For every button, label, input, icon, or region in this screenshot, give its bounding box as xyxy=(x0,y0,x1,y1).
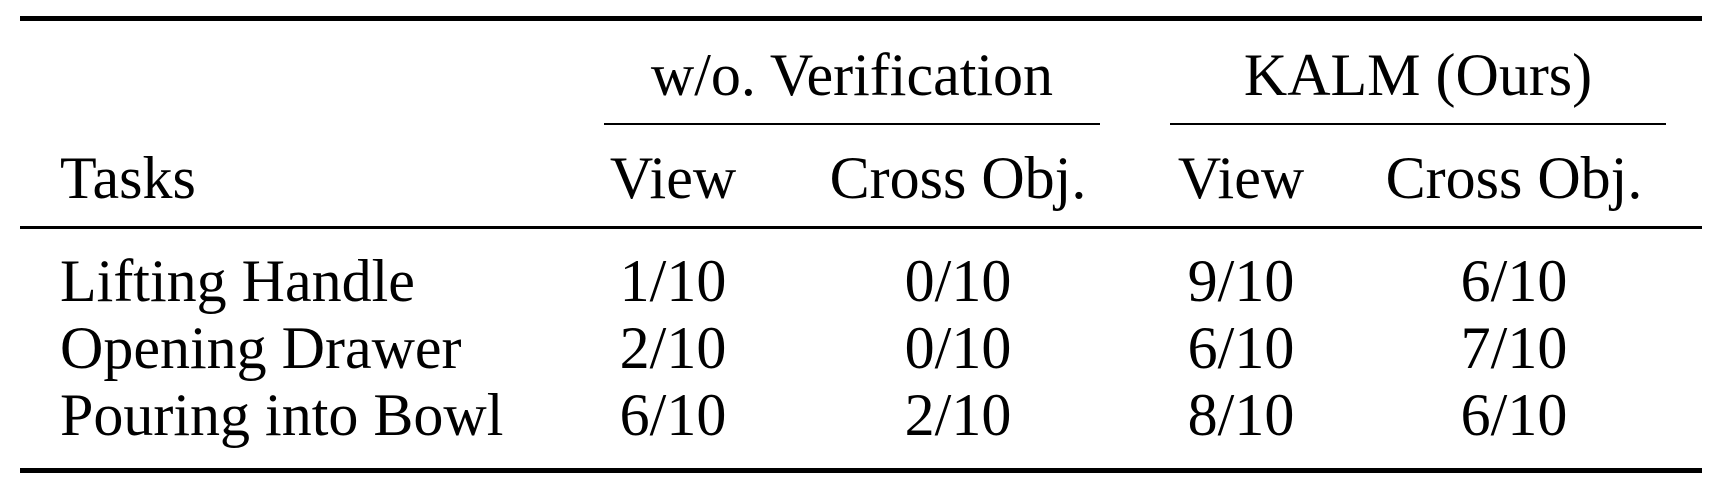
table-cell: 0/10 xyxy=(904,315,1012,381)
column-header-cross-obj: Cross Obj. xyxy=(1385,145,1643,211)
group-header-kalm: KALM (Ours) xyxy=(1243,42,1593,108)
table-cell: 0/10 xyxy=(904,248,1012,314)
table-cell: 2/10 xyxy=(619,315,727,381)
table-cell: 8/10 xyxy=(1187,382,1295,448)
table-cell: 2/10 xyxy=(904,382,1012,448)
group-header-wo-verification: w/o. Verification xyxy=(650,42,1054,108)
group-underline-kalm xyxy=(1170,123,1666,125)
table-cell: 6/10 xyxy=(1187,315,1295,381)
group-underline-wo-verification xyxy=(604,123,1100,125)
table-cell: 1/10 xyxy=(619,248,727,314)
task-name: Lifting Handle xyxy=(60,248,415,314)
table-cell: 9/10 xyxy=(1187,248,1295,314)
table-cell: 7/10 xyxy=(1460,315,1568,381)
column-header-cross-obj: Cross Obj. xyxy=(829,145,1087,211)
task-name: Opening Drawer xyxy=(60,315,462,381)
header-rule xyxy=(20,226,1702,229)
table-cell: 6/10 xyxy=(1460,248,1568,314)
table-cell: 6/10 xyxy=(619,382,727,448)
column-header-view: View xyxy=(609,145,737,211)
table-cell: 6/10 xyxy=(1460,382,1568,448)
column-header-tasks: Tasks xyxy=(60,145,196,211)
bottom-rule xyxy=(20,468,1702,473)
top-rule xyxy=(20,16,1702,21)
column-header-view: View xyxy=(1177,145,1305,211)
task-name: Pouring into Bowl xyxy=(60,382,504,448)
